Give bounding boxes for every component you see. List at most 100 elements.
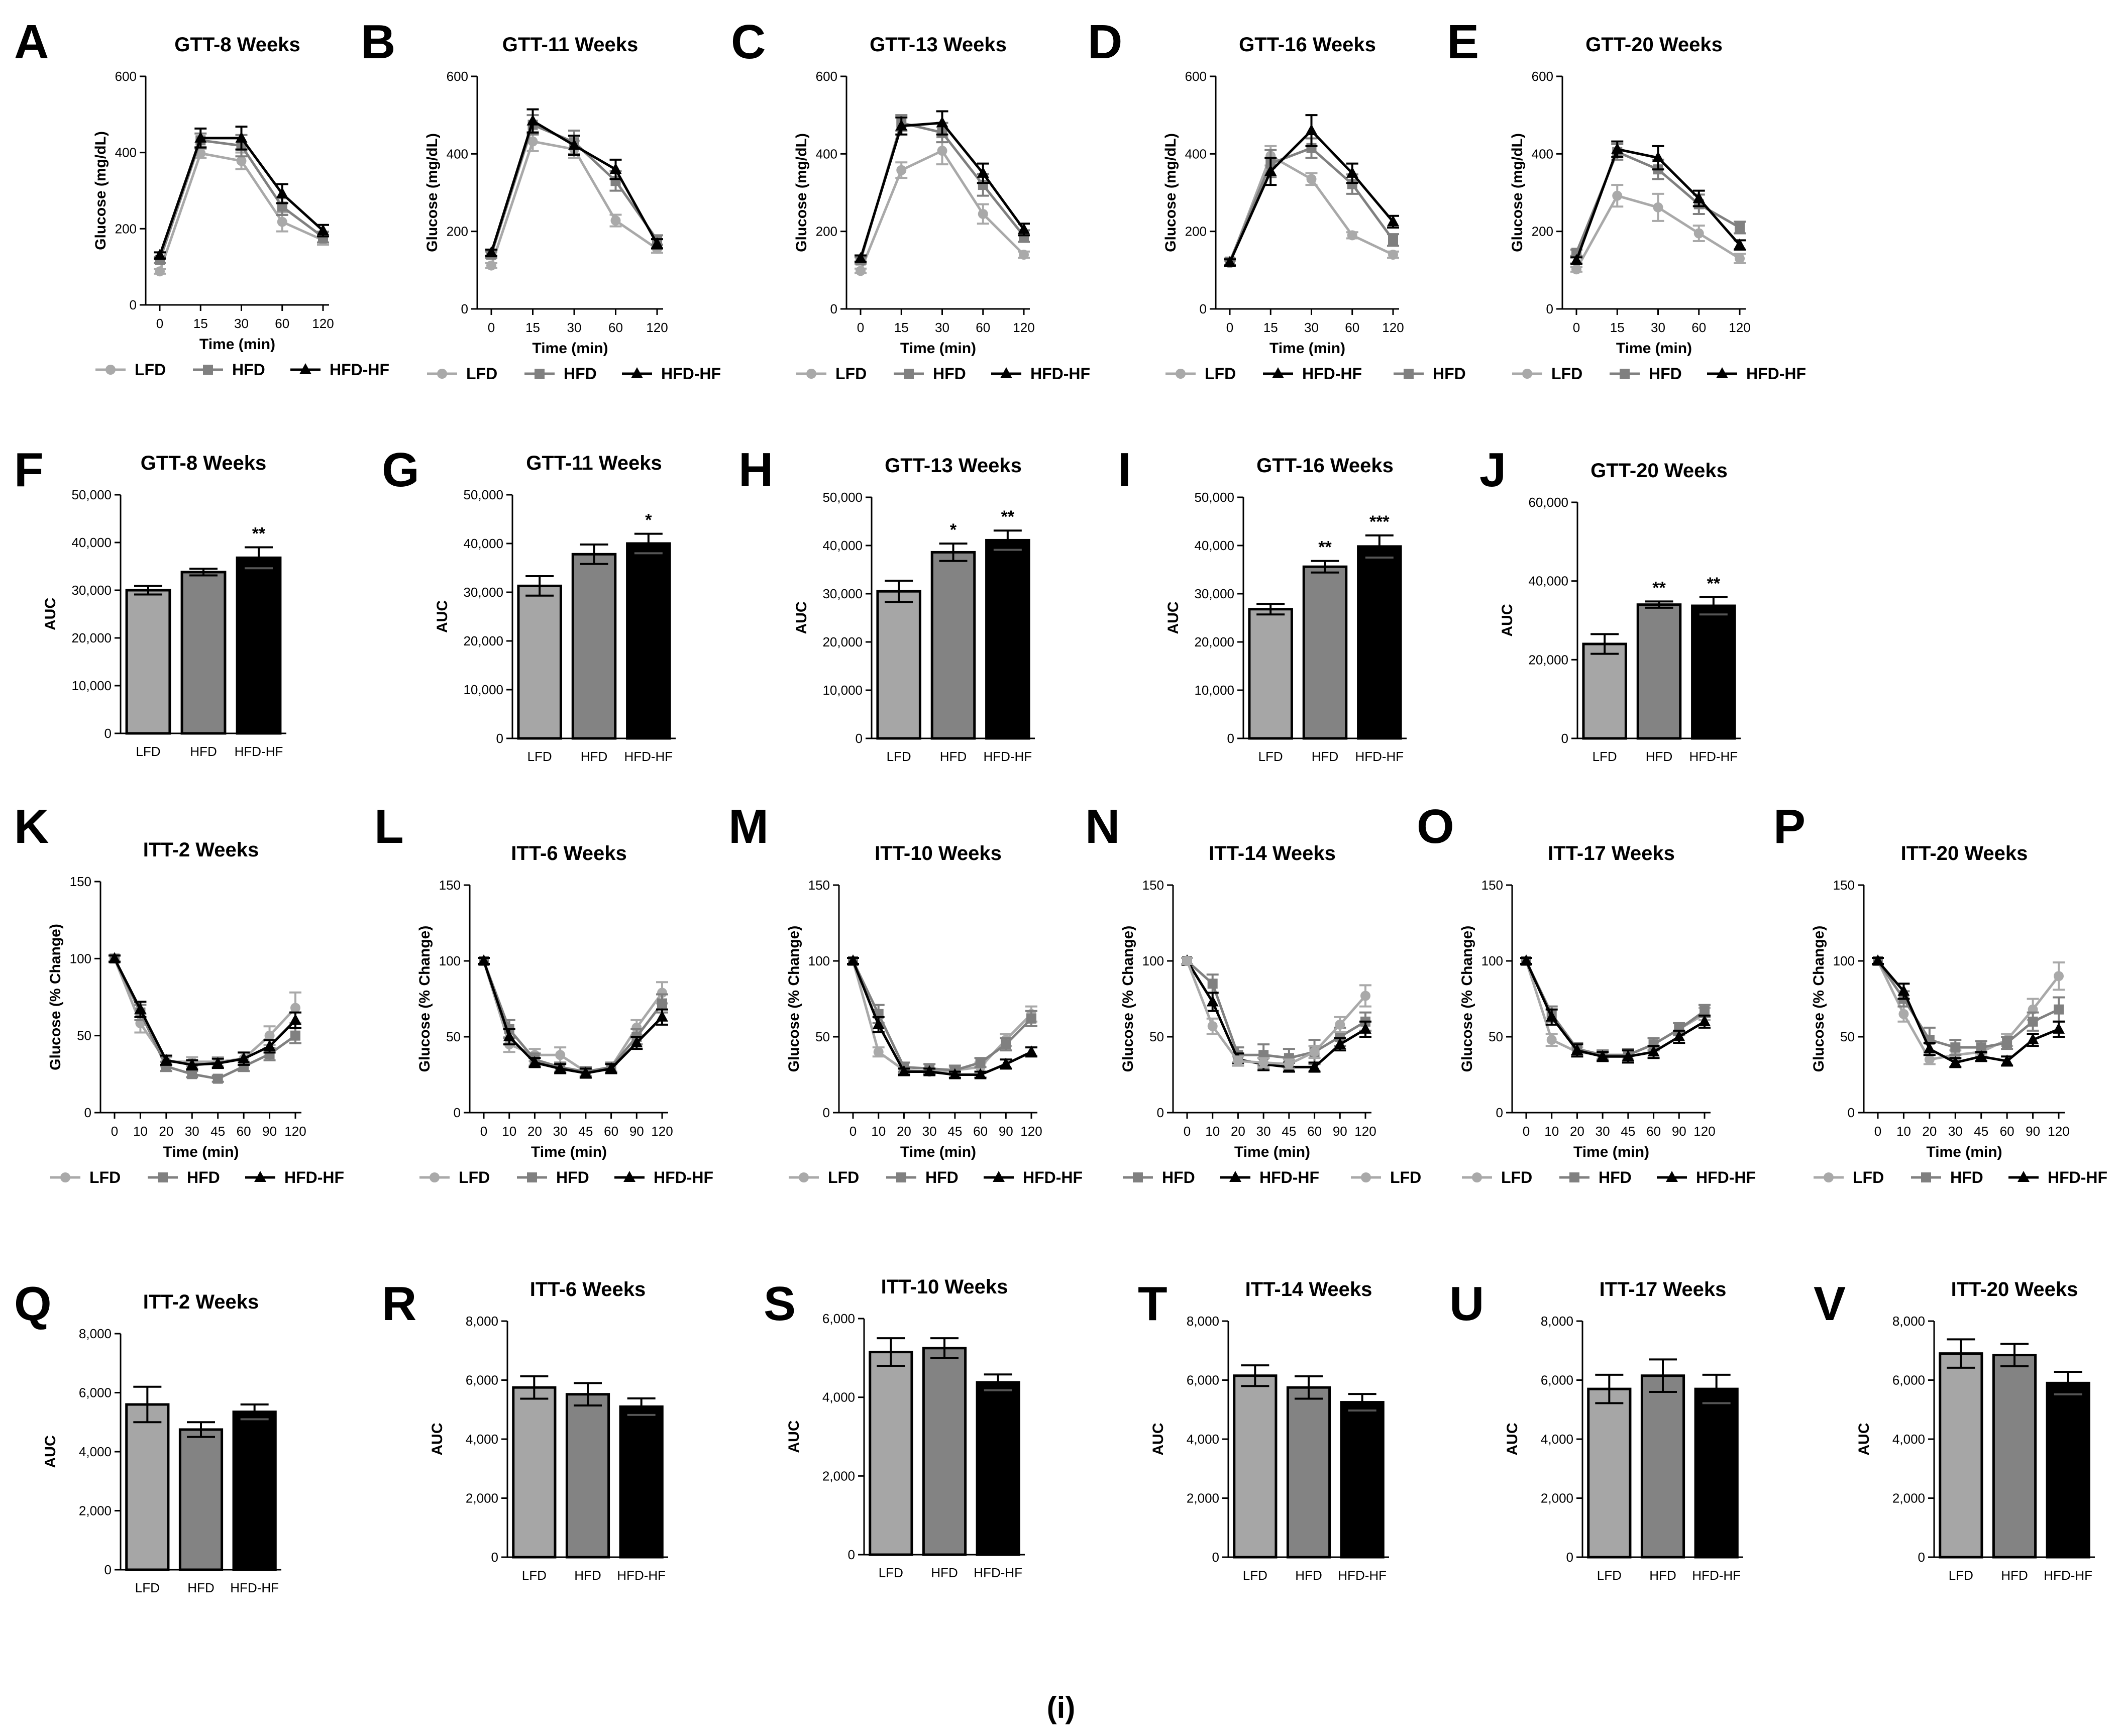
y-tick-label: 0 — [1212, 1550, 1219, 1565]
x-tick-label: 15 — [1610, 320, 1625, 335]
legend-marker — [437, 369, 447, 379]
bar-hfd-hf — [626, 542, 671, 740]
data-point — [290, 1030, 300, 1041]
data-point — [527, 136, 538, 147]
series-lfd — [1181, 956, 1371, 1070]
legend-label: HFD — [232, 361, 265, 379]
y-axis-label: AUC — [1499, 604, 1516, 637]
y-axis-label: AUC — [1856, 1423, 1872, 1456]
legend-label: HFD — [1433, 365, 1466, 383]
legend-label: HFD-HF — [2048, 1168, 2107, 1186]
y-tick-label: 50,000 — [1194, 490, 1234, 505]
legend-marker — [1133, 1172, 1143, 1182]
panel-b: B GTT-11 Weeks 0 200 400 600 Glucose (mg/dL) 0 1… — [361, 15, 721, 383]
bar-hfd-hf — [232, 1410, 277, 1571]
legend-marker — [1361, 1172, 1371, 1182]
bar-hfd-hf — [985, 538, 1030, 740]
y-tick-label: 8,000 — [79, 1326, 112, 1341]
legend-item: HFD — [524, 365, 597, 383]
y-tick-label: 600 — [816, 69, 837, 84]
panel-letter: F — [14, 443, 44, 497]
panel-letter: J — [1479, 443, 1506, 497]
y-tick-label: 40,000 — [1528, 574, 1568, 589]
legend-item: HFD-HF — [1263, 365, 1362, 383]
x-tick-label: 0 — [857, 320, 864, 335]
data-point — [1335, 1019, 1345, 1030]
significance-label: * — [645, 511, 652, 530]
legend-label: HFD — [187, 1168, 220, 1186]
y-tick-label: 0 — [1561, 731, 1568, 746]
bar-hfd — [565, 1393, 610, 1559]
bar-hfd-hf — [1691, 604, 1736, 740]
legend-item: HFD-HF — [2008, 1168, 2107, 1186]
data-point — [1924, 1054, 1935, 1065]
x-tick-label: 10 — [133, 1124, 148, 1139]
x-tick-label: 0 — [156, 316, 163, 331]
data-point — [194, 131, 207, 143]
panel-u: U ITT-17 Weeks 0 2,000 4,000 6,000 8,000 AUC LFD… — [1449, 1277, 1743, 1583]
data-point — [1019, 249, 1029, 260]
legend-marker — [1404, 369, 1414, 379]
x-tick-label: 90 — [262, 1124, 277, 1139]
x-tick-label: 20 — [1922, 1124, 1937, 1139]
legend-marker — [203, 365, 213, 375]
x-tick-label: HFD-HF — [1355, 749, 1404, 764]
data-point — [1647, 1045, 1660, 1057]
legend-label: HFD — [1649, 365, 1682, 383]
data-point — [1975, 1050, 1987, 1061]
y-axis-label: AUC — [42, 1436, 59, 1468]
data-point — [1571, 1044, 1583, 1055]
x-tick-label: 45 — [1974, 1124, 1988, 1139]
x-tick-label: 60 — [1646, 1124, 1661, 1139]
data-point — [1923, 1042, 1936, 1054]
y-tick-label: 0 — [491, 1550, 498, 1565]
data-point — [873, 1047, 884, 1057]
x-tick-label: 0 — [480, 1124, 487, 1139]
y-tick-label: 6,000 — [466, 1373, 498, 1388]
data-point — [154, 249, 166, 260]
y-tick-label: 20,000 — [1528, 652, 1568, 667]
y-tick-label: 8,000 — [466, 1314, 498, 1329]
bar-hfd — [1302, 565, 1348, 740]
data-point — [1612, 190, 1623, 201]
series-hfd-hf — [855, 110, 1030, 263]
data-point — [651, 237, 663, 249]
bar-hfd-hf — [1357, 545, 1402, 740]
x-tick-label: 30 — [935, 320, 949, 335]
data-point — [657, 998, 667, 1009]
data-point — [485, 246, 497, 258]
x-tick-label: 0 — [1523, 1124, 1530, 1139]
series-line — [859, 149, 1025, 272]
panel-letter: B — [361, 15, 395, 69]
x-tick-label: 0 — [111, 1124, 118, 1139]
legend-marker — [896, 1172, 906, 1182]
y-tick-label: 6,000 — [1541, 1373, 1573, 1388]
legend-marker — [1716, 367, 1728, 378]
x-tick-label: HFD-HF — [1692, 1568, 1741, 1583]
panel-title: GTT-8 Weeks — [174, 34, 300, 56]
y-tick-label: 600 — [447, 69, 468, 84]
data-point — [1735, 253, 1745, 264]
data-point — [896, 165, 907, 175]
y-tick-label: 0 — [1918, 1550, 1925, 1565]
legend-label: HFD — [1162, 1168, 1195, 1186]
y-tick-label: 50 — [815, 1029, 830, 1044]
legend-item: LFD — [1462, 1168, 1532, 1186]
legend-marker — [1176, 369, 1186, 379]
y-tick-label: 50 — [1840, 1029, 1855, 1044]
legend-marker — [1921, 1172, 1931, 1182]
x-tick-label: 0 — [1573, 320, 1580, 335]
y-tick-label: 150 — [70, 874, 91, 889]
y-tick-label: 100 — [1142, 953, 1164, 968]
x-tick-label: 30 — [553, 1124, 568, 1139]
x-tick-label: LFD — [879, 1565, 903, 1580]
legend-item: HFD-HF — [984, 1168, 1083, 1186]
panel-g: G GTT-11 Weeks 0 10,000 20,000 30,000 40,000 50… — [382, 443, 676, 764]
y-axis-label: AUC — [1150, 1423, 1166, 1456]
y-tick-label: 600 — [1185, 69, 1207, 84]
x-tick-label: HFD-HF — [974, 1565, 1022, 1580]
x-tick-label: LFD — [887, 749, 911, 764]
data-point — [1611, 143, 1624, 154]
data-point — [2002, 1038, 2012, 1048]
legend-label: LFD — [1205, 365, 1236, 383]
